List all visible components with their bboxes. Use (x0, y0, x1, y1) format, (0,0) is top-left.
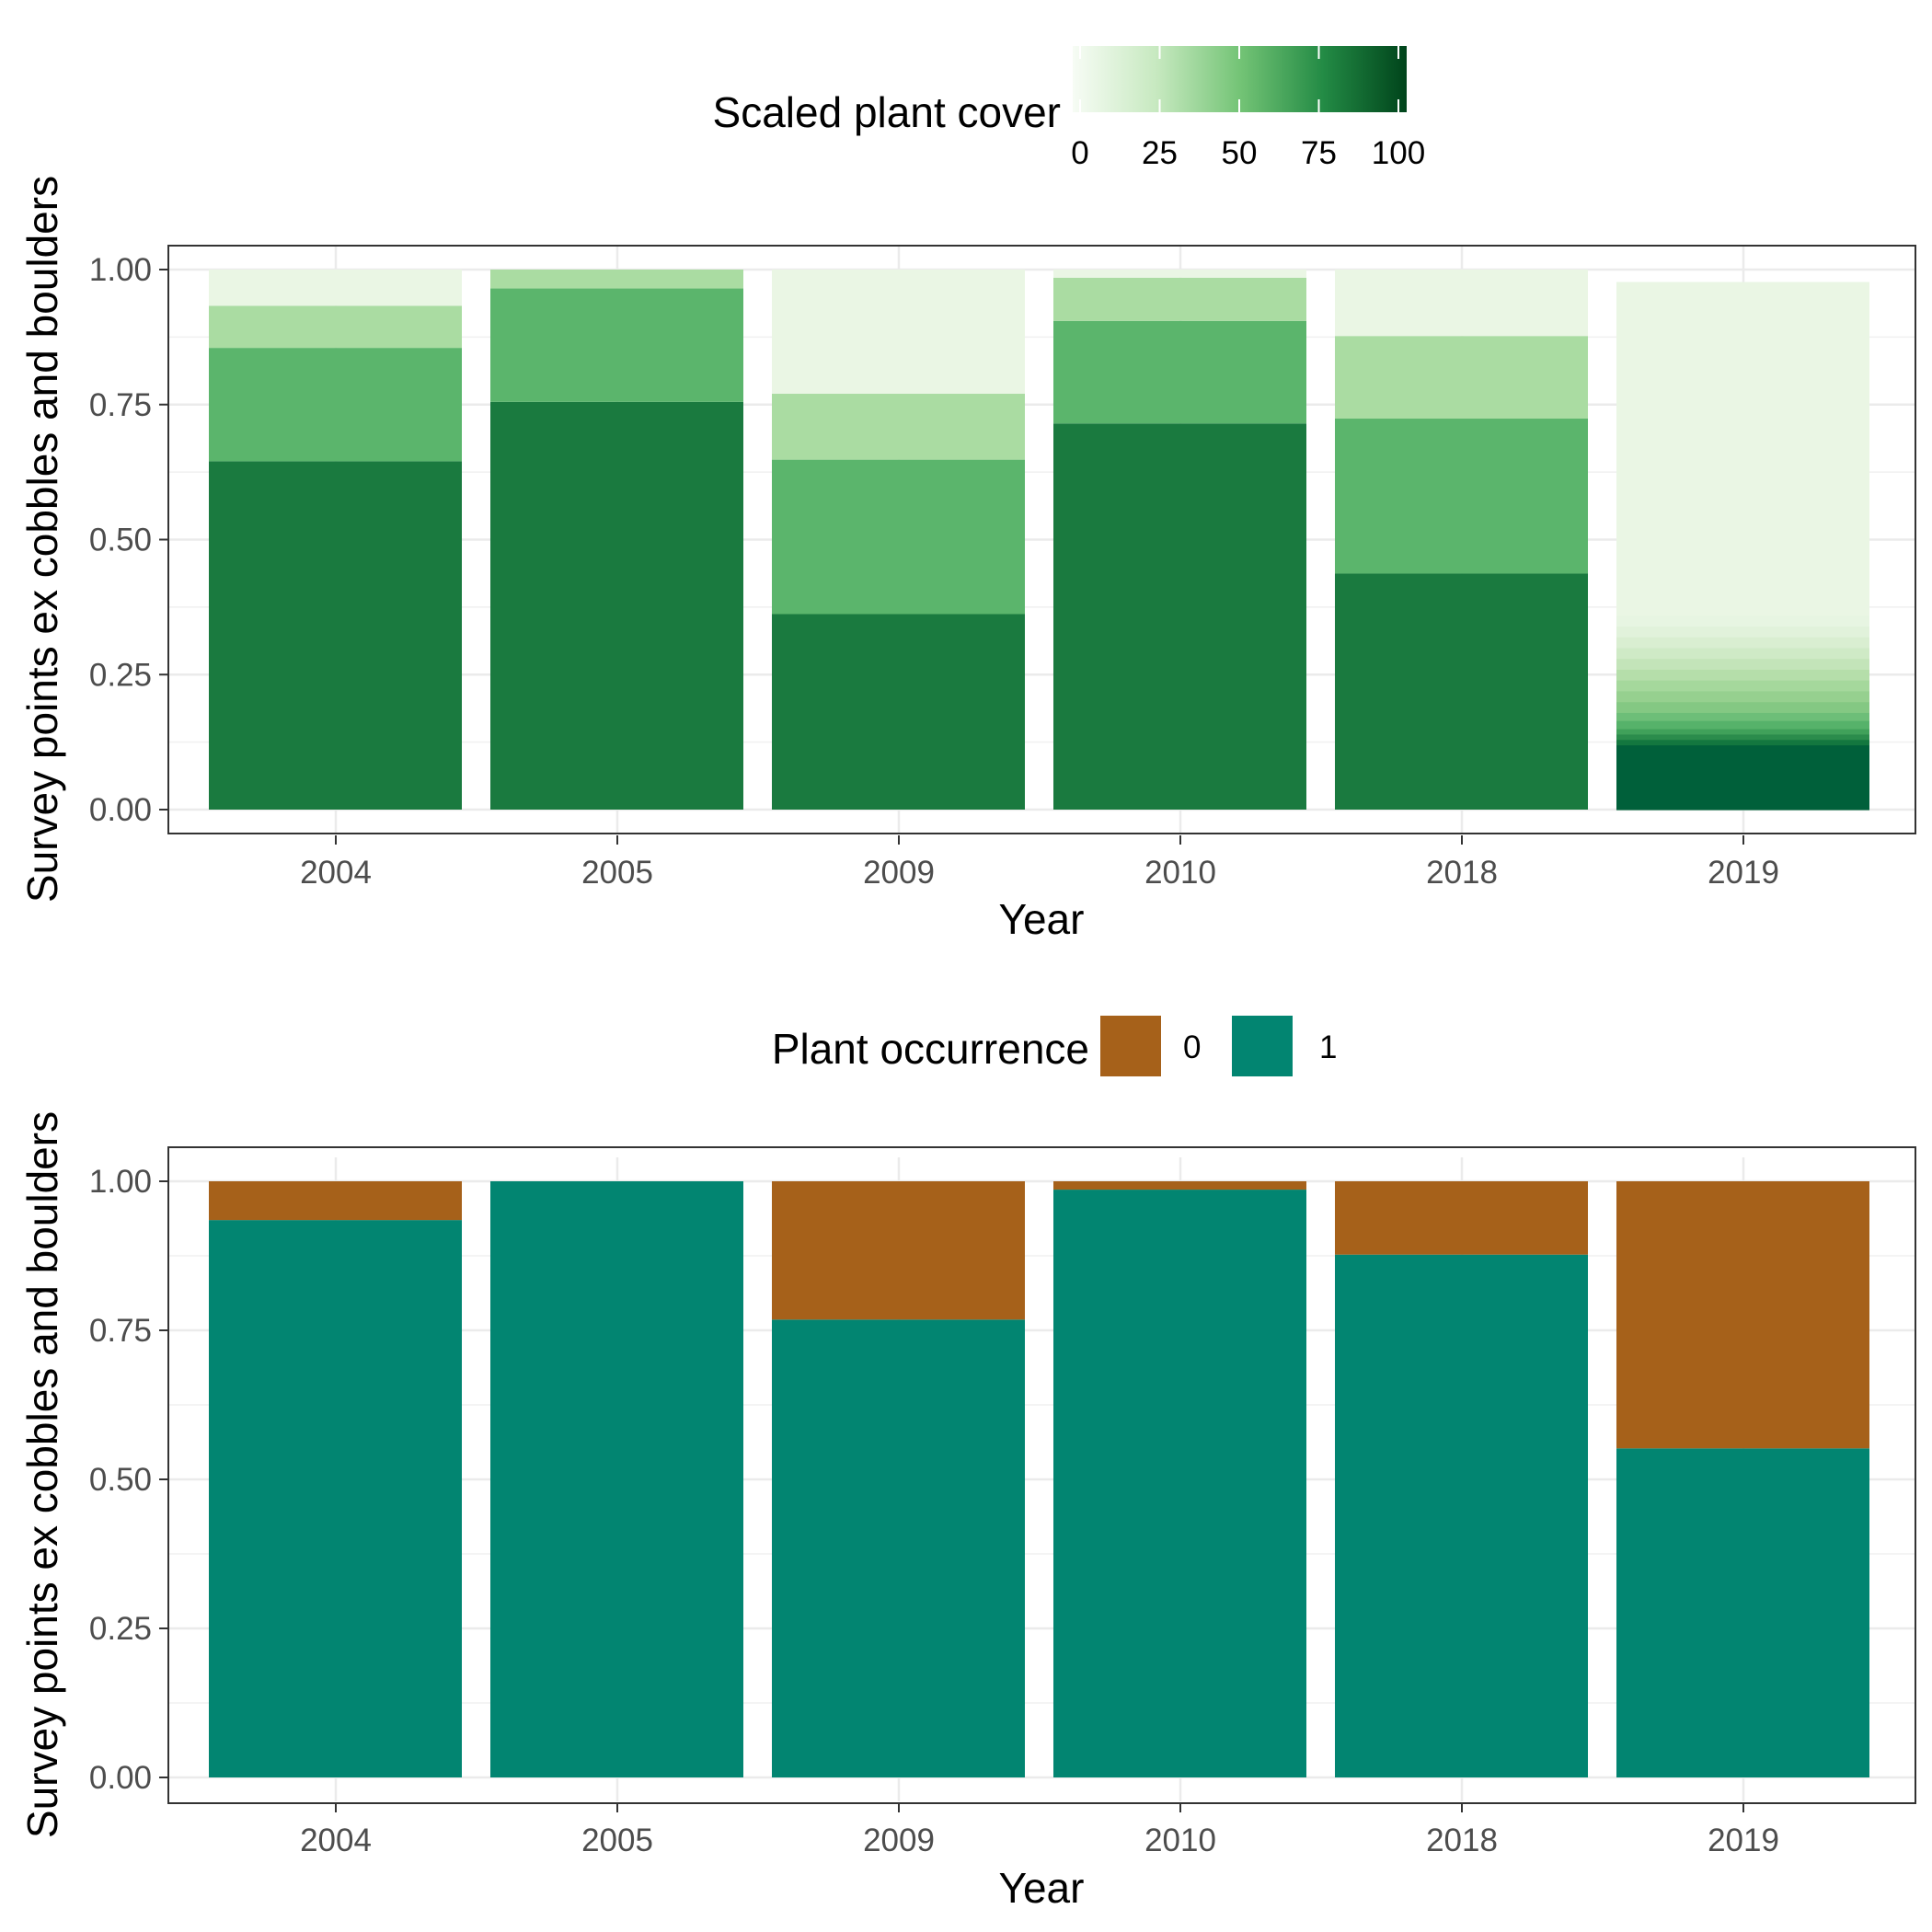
occurrence-x-tick-label: 2019 (1708, 1823, 1779, 1858)
occurrence-x-tick-label: 2005 (581, 1823, 653, 1858)
occurrence-chart: 0.00 0.25 0.50 0.75 1.00 2004 2005 2009 2010 201… (18, 1111, 1916, 1912)
colorbar-tick-label: 25 (1142, 135, 1178, 171)
occurrence-bar-2019-1 (1616, 1448, 1869, 1777)
cover-x-tick-label: 2004 (300, 855, 372, 891)
cover-bars (209, 270, 1869, 811)
cover-bar-2009-75 (772, 459, 1025, 615)
colorbar-tick-label: 75 (1301, 135, 1337, 171)
occurrence-x-tick-label: 2018 (1426, 1823, 1498, 1858)
cover-y-ticks: 0.00 0.25 0.50 0.75 1.00 (89, 252, 168, 828)
cover-legend-title: Scaled plant cover (713, 88, 1061, 136)
cover-bar-2010-100 (1053, 423, 1306, 810)
occurrence-x-tick-label: 2010 (1144, 1823, 1216, 1858)
cover-x-tick-label: 2009 (863, 855, 935, 891)
cover-bar-2019-band-7 (1616, 690, 1869, 703)
colorbar-tick-label: 50 (1222, 135, 1258, 171)
cover-bar-2005-100 (490, 401, 743, 810)
cover-bar-2018-75 (1335, 419, 1588, 574)
cover-bar-2019-band-13 (1616, 626, 1869, 638)
cover-bar-2019-band-3 (1616, 728, 1869, 735)
occurrence-bar-2004-1 (209, 1220, 462, 1777)
cover-chart: 0.00 0.25 0.50 0.75 1.00 2004 2005 2009 2010 201… (18, 176, 1916, 943)
cover-bar-2010-50 (1053, 277, 1306, 321)
cover-bar-2018-100 (1335, 573, 1588, 810)
cover-bar-2009-0 (772, 270, 1025, 395)
occurrence-y-tick-label: 0.25 (89, 1611, 152, 1647)
cover-x-tick-label: 2005 (581, 855, 653, 891)
occurrence-y-tick-label: 1.00 (89, 1164, 152, 1200)
cover-bar-2010-75 (1053, 320, 1306, 424)
cover-bar-2018-0 (1335, 270, 1588, 337)
cover-x-tick-label: 2019 (1708, 855, 1779, 891)
cover-x-axis-title: Year (999, 895, 1085, 943)
occurrence-x-tick-label: 2004 (300, 1823, 372, 1858)
occurrence-bar-2019-0 (1616, 1181, 1869, 1449)
cover-bar-2018-50 (1335, 336, 1588, 420)
cover-y-axis-title: Survey points ex cobbles and boulders (18, 176, 66, 903)
cover-bar-2019-band-2 (1616, 733, 1869, 741)
cover-bar-2019-band-11 (1616, 647, 1869, 660)
occurrence-y-axis-title: Survey points ex cobbles and boulders (18, 1111, 66, 1838)
cover-bar-2019-band-12 (1616, 637, 1869, 649)
cover-y-tick-label: 1.00 (89, 252, 152, 288)
cover-bar-2019-band-1 (1616, 739, 1869, 746)
occurrence-legend-label-0: 0 (1183, 1029, 1201, 1065)
cover-x-ticks: 2004 2005 2009 2010 2018 2019 (300, 835, 1779, 891)
cover-bar-2019-band-9 (1616, 669, 1869, 681)
occurrence-bar-2004-0 (209, 1181, 462, 1221)
occurrence-legend-title: Plant occurrence (772, 1025, 1089, 1073)
cover-bar-2009-50 (772, 394, 1025, 460)
cover-x-tick-label: 2018 (1426, 855, 1498, 891)
occurrence-y-tick-label: 0.75 (89, 1313, 152, 1349)
cover-bar-2019-band-6 (1616, 701, 1869, 713)
cover-x-tick-label: 2010 (1144, 855, 1216, 891)
occurrence-legend-label-1: 1 (1319, 1029, 1337, 1065)
occurrence-x-ticks: 2004 2005 2009 2010 2018 2019 (300, 1803, 1779, 1858)
occurrence-y-tick-label: 0.50 (89, 1462, 152, 1498)
cover-bar-2019-band-10 (1616, 658, 1869, 670)
occurrence-bar-2018-0 (1335, 1181, 1588, 1255)
cover-bar-2004-75 (209, 348, 462, 462)
cover-bar-2004-0 (209, 270, 462, 306)
cover-bar-2019-band-14 (1616, 615, 1869, 627)
occurrence-y-tick-label: 0.00 (89, 1760, 152, 1796)
cover-bar-2004-100 (209, 461, 462, 810)
cover-bar-2019-band-4 (1616, 720, 1869, 730)
occurrence-bars (209, 1181, 1869, 1777)
cover-y-tick-label: 0.50 (89, 523, 152, 558)
cover-bar-2019-band-0 (1616, 744, 1869, 811)
cover-bar-2019-band-15 (1616, 282, 1869, 616)
occurrence-legend-key-0 (1100, 1016, 1161, 1076)
cover-bar-2019-band-5 (1616, 712, 1869, 721)
occurrence-bar-2005-1 (490, 1181, 743, 1777)
cover-bar-2005-50 (490, 270, 743, 289)
occurrence-bar-2010-1 (1053, 1190, 1306, 1777)
occurrence-bar-2010-0 (1053, 1181, 1306, 1190)
cover-bar-2009-100 (772, 614, 1025, 810)
cover-y-tick-label: 0.25 (89, 657, 152, 693)
occurrence-bar-2009-0 (772, 1181, 1025, 1320)
occurrence-x-tick-label: 2009 (863, 1823, 935, 1858)
cover-bar-2004-50 (209, 305, 462, 349)
occurrence-bar-2009-1 (772, 1319, 1025, 1777)
colorbar-tick-label: 0 (1071, 135, 1088, 171)
cover-bar-2019-band-8 (1616, 680, 1869, 692)
occurrence-legend: Plant occurrence 0 1 (772, 1016, 1337, 1076)
cover-y-tick-label: 0.00 (89, 792, 152, 828)
cover-y-tick-label: 0.75 (89, 387, 152, 423)
occurrence-x-axis-title: Year (999, 1864, 1085, 1912)
cover-legend: Scaled plant cover 0 25 50 75 100 (713, 46, 1425, 171)
colorbar-tick-label: 100 (1372, 135, 1425, 171)
occurrence-bar-2018-1 (1335, 1254, 1588, 1777)
cover-colorbar-ticks: 0 25 50 75 100 (1071, 46, 1425, 171)
cover-bar-2010-0 (1053, 270, 1306, 278)
cover-bar-2005-75 (490, 288, 743, 402)
occurrence-plot-border (167, 1146, 1916, 1804)
occurrence-legend-key-1 (1232, 1016, 1293, 1076)
occurrence-y-ticks: 0.00 0.25 0.50 0.75 1.00 (89, 1164, 168, 1796)
